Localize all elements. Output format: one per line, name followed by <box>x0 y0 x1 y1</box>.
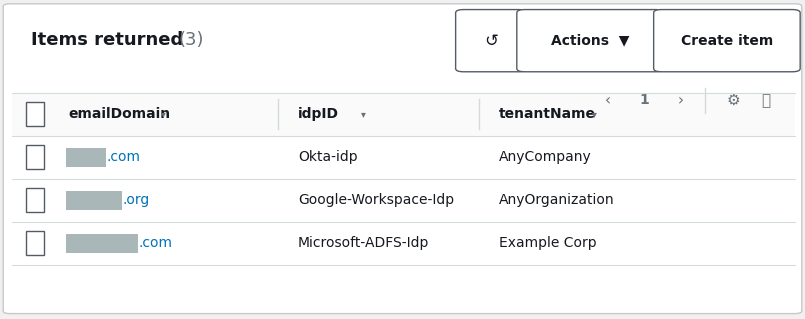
Text: AnyCompany: AnyCompany <box>499 150 592 164</box>
Bar <box>12 93 795 136</box>
Bar <box>26 231 44 255</box>
Text: tenantName: tenantName <box>499 107 596 121</box>
Text: Google-Workspace-Idp: Google-Workspace-Idp <box>298 193 454 207</box>
FancyBboxPatch shape <box>654 10 800 72</box>
Text: ↺: ↺ <box>484 32 498 50</box>
Text: Example Corp: Example Corp <box>499 236 597 250</box>
Text: ▾: ▾ <box>161 109 166 119</box>
Text: idpID: idpID <box>298 107 339 121</box>
Bar <box>12 222 795 265</box>
Bar <box>66 234 138 253</box>
FancyBboxPatch shape <box>3 4 802 314</box>
Text: Items returned: Items returned <box>31 31 189 49</box>
Text: AnyOrganization: AnyOrganization <box>499 193 615 207</box>
Text: .com: .com <box>106 150 140 164</box>
Text: ▾: ▾ <box>592 109 597 119</box>
Bar <box>66 191 122 210</box>
Text: ›: › <box>677 93 683 108</box>
Text: Create item: Create item <box>681 34 773 48</box>
Bar <box>12 179 795 222</box>
Text: 1: 1 <box>639 93 649 108</box>
Text: (3): (3) <box>179 31 204 49</box>
Bar <box>26 188 44 212</box>
Bar <box>26 145 44 169</box>
Bar <box>66 148 106 167</box>
Text: ⚙: ⚙ <box>727 93 740 108</box>
Text: ▾: ▾ <box>361 109 365 119</box>
Text: Okta-idp: Okta-idp <box>298 150 357 164</box>
Text: ⛶: ⛶ <box>761 93 770 108</box>
Bar <box>12 136 795 179</box>
Text: Actions  ▼: Actions ▼ <box>551 34 630 48</box>
Text: .com: .com <box>138 236 172 250</box>
FancyBboxPatch shape <box>517 10 663 72</box>
Text: ‹: ‹ <box>605 93 611 108</box>
Text: Microsoft-ADFS-Idp: Microsoft-ADFS-Idp <box>298 236 429 250</box>
Text: .org: .org <box>122 193 150 207</box>
FancyBboxPatch shape <box>456 10 526 72</box>
Bar <box>26 102 44 126</box>
Text: emailDomain: emailDomain <box>68 107 171 121</box>
